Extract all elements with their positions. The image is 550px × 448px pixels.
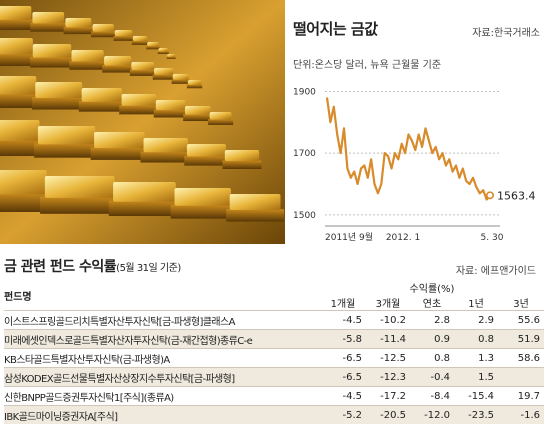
fund-name-cell: 미래에셋인덱스로골드특별자산자투자신탁(금-재간접형)종류C-e: [4, 329, 320, 349]
table-date-note: (5월 31일 기준): [116, 263, 181, 274]
chart-unit-label: 단위:온스당 달러, 뉴욕 근월물 기준: [293, 60, 442, 71]
period-header: 3년: [513, 299, 529, 310]
table-header-row-2: 1개월 3개월 연초 1년 3년: [4, 295, 544, 311]
fund-name-header: 펀드명: [4, 291, 32, 303]
return-value-cell: -12.3: [366, 367, 410, 387]
table-title: 금 관련 펀드 수익률(5월 31일 기준): [4, 256, 181, 276]
table-row: 이스트스프링골드리치특별자산투자신탁[금-파생형]클래스A -4.5 -10.2 2.…: [4, 310, 544, 330]
y-tick-label: 1900: [293, 87, 316, 97]
return-value-cell: 58.6: [498, 348, 544, 368]
return-value-cell: -15.4: [454, 386, 498, 406]
table-row: 미래에셋인덱스로골드특별자산자투자신탁(금-재간접형)종류C-e -5.8 -11.…: [4, 329, 544, 349]
return-value-cell: -23.5: [454, 405, 498, 424]
fund-return-table: 펀드명 수익률(%) 1개월 3개월 연초 1년 3년 이스트스프링골드리치특별자산투자…: [4, 280, 544, 424]
gold-bars-illustration: [0, 0, 285, 244]
return-value-cell: 0.8: [454, 329, 498, 349]
fund-name-cell: 삼성KODEX골드선물특별자산상장지수투자신탁[금-파생형]: [4, 367, 320, 387]
period-header: 연초: [422, 299, 442, 310]
return-value-cell: -4.5: [320, 386, 366, 406]
fund-table-section: 금 관련 펀드 수익률(5월 31일 기준) 자료: 에프앤가이드 펀드명 수익…: [0, 250, 550, 448]
fund-name-cell: 이스트스프링골드리치특별자산투자신탁[금-파생형]클래스A: [4, 310, 320, 330]
return-value-cell: -4.5: [320, 310, 366, 330]
x-tick-label: 2012. 1: [386, 233, 420, 243]
chart-plot: 1500 1700 1900 1563.4 2011년 9월 2012. 1 5. 30: [293, 87, 536, 243]
table-header-row-1: 펀드명 수익률(%): [4, 280, 544, 303]
return-value-cell: 1.5: [454, 367, 498, 387]
return-value-cell: -1.6: [498, 405, 544, 424]
table-source: 자료: 에프앤가이드: [455, 266, 536, 277]
return-value-cell: 19.7: [498, 386, 544, 406]
return-value-cell: 2.9: [454, 310, 498, 330]
period-header: 1개월: [330, 299, 356, 310]
return-value-cell: -8.4: [410, 386, 454, 406]
x-tick-label: 2011년 9월: [325, 231, 373, 243]
return-value-cell: 55.6: [498, 310, 544, 330]
return-value-cell: -6.5: [320, 348, 366, 368]
return-value-cell: -0.4: [410, 367, 454, 387]
fund-name-cell: 신한BNPP골드증권투자신탁1[주식](종류A): [4, 386, 320, 406]
return-value-cell: -5.8: [320, 329, 366, 349]
return-value-cell: 51.9: [498, 329, 544, 349]
period-header: 3개월: [375, 299, 401, 310]
return-value-cell: -6.5: [320, 367, 366, 387]
end-value-label: 1563.4: [497, 189, 536, 202]
chart-source: 자료:한국거래소: [472, 28, 540, 39]
return-value-cell: -12.5: [366, 348, 410, 368]
period-header: 1년: [468, 299, 484, 310]
gold-price-line: [325, 97, 491, 201]
return-value-cell: -10.2: [366, 310, 410, 330]
table-row: IBK골드마이닝증권자A[주식] -5.2 -20.5 -12.0 -23.5 -1.6: [4, 405, 544, 424]
return-value-cell: 2.8: [410, 310, 454, 330]
gold-price-chart: 떨어지는 금값 자료:한국거래소 단위:온스당 달러, 뉴욕 근월물 기준 15…: [285, 0, 550, 244]
return-value-cell: -5.2: [320, 405, 366, 424]
return-value-cell: -17.2: [366, 386, 410, 406]
fund-name-cell: IBK골드마이닝증권자A[주식]: [4, 405, 320, 424]
x-tick-label: 5. 30: [481, 233, 504, 243]
fund-name-cell: KB스타골드특별자산투자신탁(금-파생형)A: [4, 348, 320, 368]
chart-title: 떨어지는 금값: [293, 20, 378, 38]
table-row: 신한BNPP골드증권투자신탁1[주식](종류A) -4.5 -17.2 -8.4 -15…: [4, 386, 544, 406]
return-value-cell: -20.5: [366, 405, 410, 424]
end-point-marker: [486, 191, 495, 200]
return-value-cell: 1.3: [454, 348, 498, 368]
return-value-cell: -11.4: [366, 329, 410, 349]
gold-bars-image: [0, 0, 285, 244]
table-row: 삼성KODEX골드선물특별자산상장지수투자신탁[금-파생형] -6.5 -12.3-…: [4, 367, 544, 387]
y-tick-label: 1700: [293, 149, 316, 159]
return-value-cell: 0.9: [410, 329, 454, 349]
return-group-header: 수익률(%): [409, 284, 455, 295]
return-value-cell: 0.8: [410, 348, 454, 368]
return-value-cell: -12.0: [410, 405, 454, 424]
return-value-cell: [498, 367, 544, 387]
y-tick-label: 1500: [293, 211, 316, 221]
table-row: KB스타골드특별자산투자신탁(금-파생형)A -6.5 -12.5 0.8 1.3 58.…: [4, 348, 544, 368]
table-title-text: 금 관련 펀드 수익률: [4, 259, 117, 275]
